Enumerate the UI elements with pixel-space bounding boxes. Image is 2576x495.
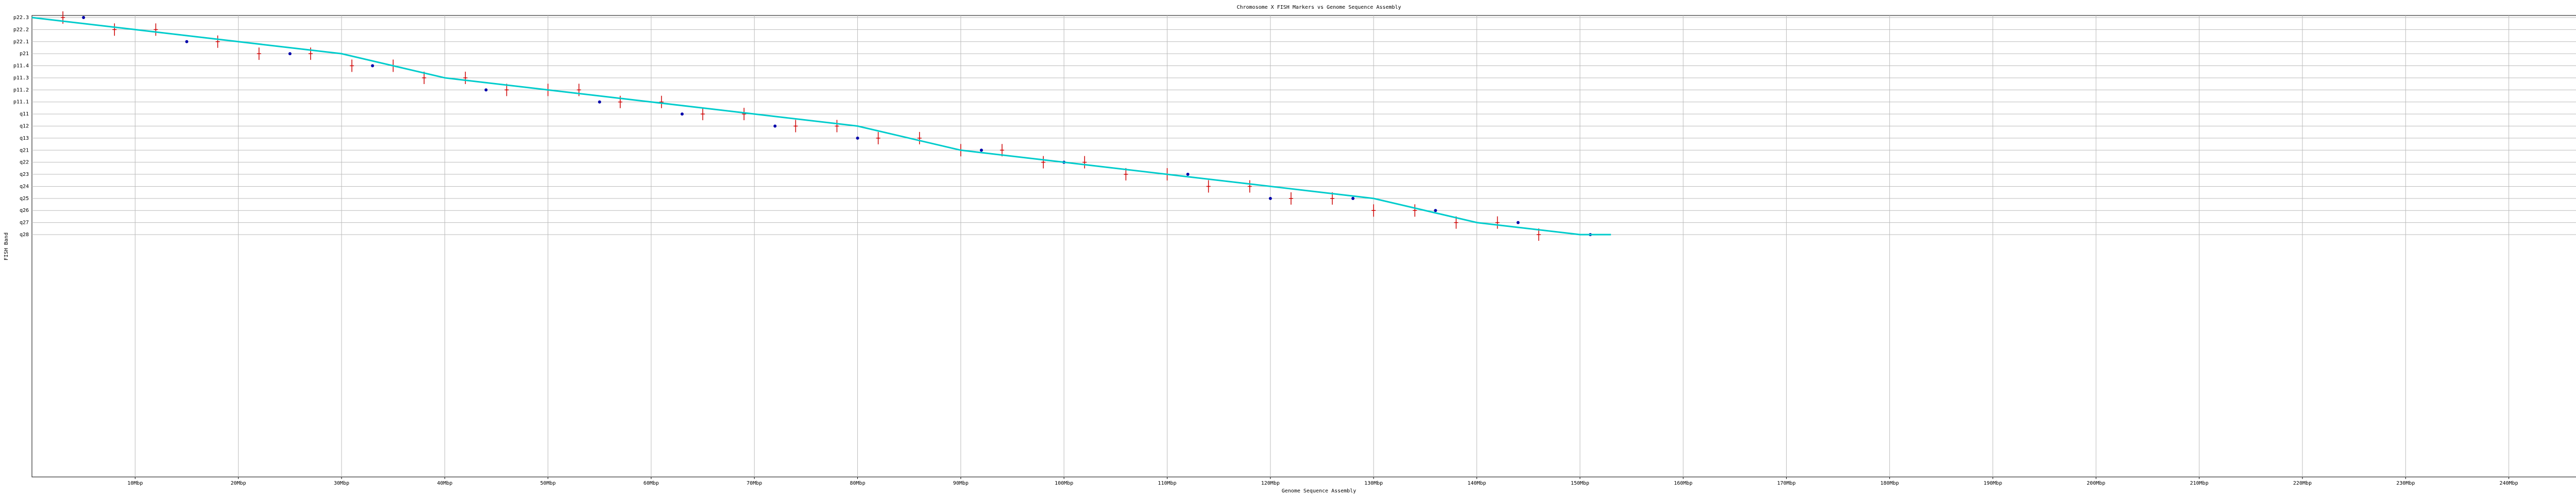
x-tick-label: 160Mbp xyxy=(1674,481,1692,486)
x-tick-label: 170Mbp xyxy=(1777,481,1795,486)
marker xyxy=(112,23,117,36)
x-tick-label: 210Mbp xyxy=(2190,481,2209,486)
marker xyxy=(979,148,983,152)
x-tick-label: 140Mbp xyxy=(1467,481,1486,486)
x-tick-label: 190Mbp xyxy=(1984,481,2002,486)
x-tick-label: 20Mbp xyxy=(231,481,246,486)
y-tick-label: p21 xyxy=(20,51,29,57)
y-tick-label: p22.1 xyxy=(13,39,29,45)
y-tick-label: q23 xyxy=(20,172,29,177)
marker xyxy=(1186,173,1190,176)
y-tick-label: q11 xyxy=(20,111,29,117)
chart-title: Chromosome X FISH Markers vs Genome Sequ… xyxy=(1236,5,1401,10)
y-tick-label: q27 xyxy=(20,220,29,226)
y-tick-label: q25 xyxy=(20,196,29,202)
x-tick-label: 60Mbp xyxy=(643,481,659,486)
marker xyxy=(917,131,922,144)
marker xyxy=(154,23,158,36)
x-tick-label: 40Mbp xyxy=(437,481,452,486)
marker xyxy=(1206,180,1211,193)
marker xyxy=(349,59,354,72)
marker xyxy=(484,88,488,92)
marker xyxy=(598,100,601,104)
y-tick-label: p11.2 xyxy=(13,87,29,93)
marker xyxy=(773,124,777,128)
y-tick-label: q24 xyxy=(20,184,29,189)
marker xyxy=(1495,216,1500,229)
marker xyxy=(1516,221,1520,224)
y-tick-label: p11.4 xyxy=(13,63,29,69)
x-tick-label: 150Mbp xyxy=(1571,481,1589,486)
marker xyxy=(215,35,220,48)
x-tick-label: 80Mbp xyxy=(850,481,865,486)
marker xyxy=(876,131,880,144)
x-tick-label: 180Mbp xyxy=(1880,481,1899,486)
marker xyxy=(1247,180,1252,193)
marker xyxy=(288,52,292,56)
marker xyxy=(1371,204,1376,217)
y-tick-label: q21 xyxy=(20,147,29,153)
y-tick-label: p11.3 xyxy=(13,75,29,81)
y-tick-label: q13 xyxy=(20,136,29,141)
marker xyxy=(463,71,468,84)
x-tick-label: 130Mbp xyxy=(1364,481,1383,486)
x-tick-label: 110Mbp xyxy=(1158,481,1176,486)
y-tick-label: p22.3 xyxy=(13,15,29,21)
marker xyxy=(701,108,705,121)
y-tick-label: q22 xyxy=(20,160,29,166)
x-tick-label: 240Mbp xyxy=(2500,481,2518,486)
marker xyxy=(185,40,189,43)
marker xyxy=(742,108,747,121)
y-tick-label: q26 xyxy=(20,208,29,213)
marker xyxy=(1413,204,1417,217)
y-axis-label: FISH Band xyxy=(4,233,9,260)
marker xyxy=(1289,192,1293,205)
assembly-line xyxy=(31,16,1611,236)
x-tick-label: 220Mbp xyxy=(2293,481,2312,486)
x-tick-label: 70Mbp xyxy=(747,481,762,486)
marker xyxy=(681,112,684,116)
marker xyxy=(257,47,261,60)
marker xyxy=(1434,209,1437,212)
x-tick-label: 200Mbp xyxy=(2087,481,2105,486)
x-tick-label: 30Mbp xyxy=(334,481,349,486)
marker xyxy=(371,64,375,68)
x-tick-label: 50Mbp xyxy=(540,481,556,486)
y-tick-label: p22.2 xyxy=(13,27,29,32)
x-tick-label: 120Mbp xyxy=(1261,481,1280,486)
y-tick-label: q12 xyxy=(20,124,29,129)
plot-frame xyxy=(31,15,2576,477)
marker xyxy=(1041,156,1046,169)
marker xyxy=(659,95,664,108)
x-axis-label: Genome Sequence Assembly xyxy=(1282,488,1357,494)
marker xyxy=(82,16,86,19)
marker xyxy=(1351,196,1355,200)
marker xyxy=(793,120,798,133)
x-tick-label: 10Mbp xyxy=(127,481,143,486)
x-tick-label: 230Mbp xyxy=(2396,481,2415,486)
marker xyxy=(1268,196,1272,200)
x-tick-label: 100Mbp xyxy=(1055,481,1073,486)
x-tick-label: 90Mbp xyxy=(953,481,969,486)
marker xyxy=(856,136,859,140)
marker xyxy=(1082,156,1087,169)
y-tick-label: q28 xyxy=(20,232,29,238)
y-tick-label: p11.1 xyxy=(13,100,29,105)
marker xyxy=(835,120,839,133)
